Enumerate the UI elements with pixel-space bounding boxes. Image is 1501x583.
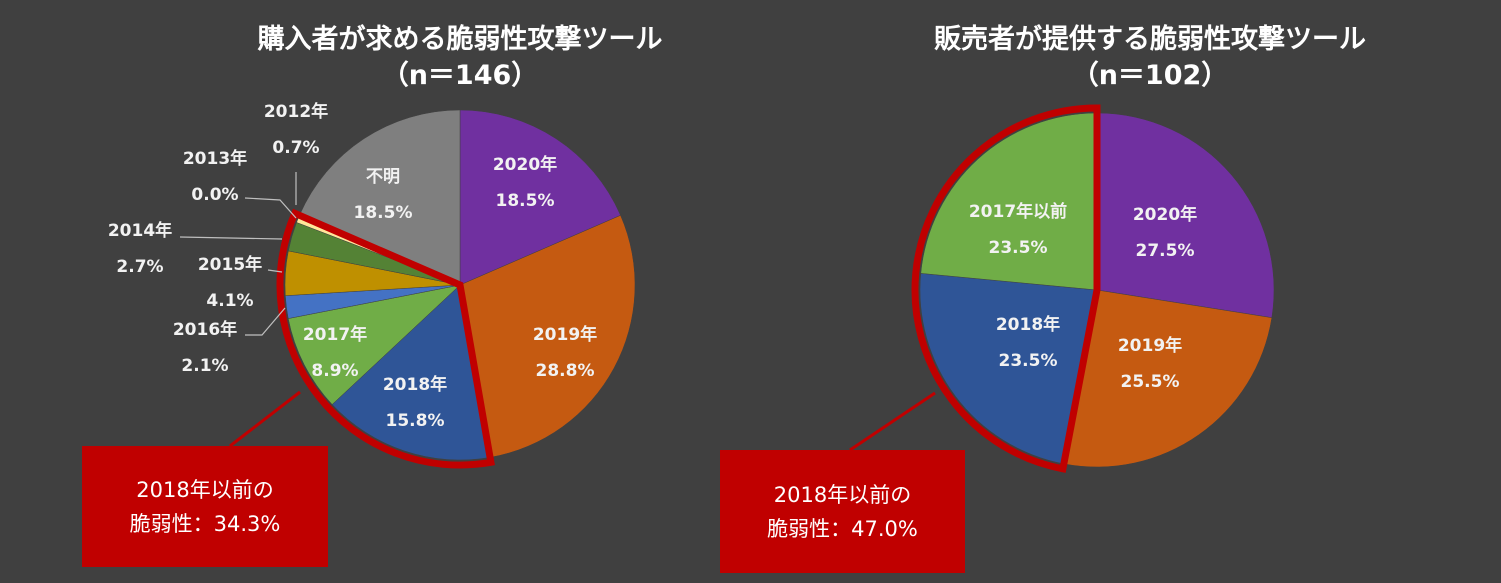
pie0-slice-9	[299, 109, 461, 286]
right-callout-line2: 脆弱性：47.0%	[767, 516, 918, 541]
pie0-label-0: 2020年	[493, 154, 557, 175]
pie1-value-label-0: 27.5%	[1136, 241, 1195, 261]
pie0-leader-line-0	[244, 197, 297, 219]
left-chart-title: 購入者が求める脆弱性攻撃ツール （n＝146）	[160, 22, 760, 94]
pie0-leader-line-4	[245, 307, 286, 336]
pie0-leader-line-3	[267, 269, 283, 273]
right-title-text: 販売者が提供する脆弱性攻撃ツール	[934, 24, 1366, 55]
pie1-label-3: 2017年以前	[969, 201, 1067, 222]
pie0-callout-line	[229, 390, 301, 448]
pie1-slice-3	[920, 112, 1098, 291]
pie1-label-0: 2020年	[1133, 204, 1197, 225]
pie0-value-label-0: 18.5%	[496, 191, 555, 211]
left-callout-line1: 2018年以前の	[136, 477, 274, 502]
pie0-label-4: 2016年	[173, 319, 237, 340]
pie0-leader-line-2	[179, 236, 283, 240]
right-chart-title: 販売者が提供する脆弱性攻撃ツール （n＝102）	[850, 22, 1450, 94]
pie1-slice-1	[1063, 289, 1273, 468]
pie0-slice-3	[287, 284, 461, 405]
right-subtitle-text: （n＝102）	[1071, 60, 1229, 91]
pie0-slice-0	[459, 109, 621, 286]
pie0-value-label-6: 2.7%	[116, 257, 163, 277]
pie1-label-2: 2018年	[996, 314, 1060, 335]
pie1-callout-line	[849, 391, 936, 452]
left-title-text: 購入者が求める脆弱性攻撃ツール	[257, 24, 663, 55]
pie0-label-5: 2015年	[198, 254, 262, 275]
pie0-label-2: 2018年	[383, 374, 447, 395]
pie0-value-label-4: 2.1%	[181, 356, 228, 376]
left-subtitle-text: （n＝146）	[381, 60, 539, 91]
pie0-value-label-2: 15.8%	[386, 411, 445, 431]
pie0-label-1: 2019年	[533, 324, 597, 345]
pie0-slice-1	[459, 214, 636, 458]
pie0-label-3: 2017年	[303, 324, 367, 345]
pie0-value-label-1: 28.8%	[536, 361, 595, 381]
left-callout-line2: 脆弱性：34.3%	[129, 511, 281, 536]
left-highlight-callout: 2018年以前の 脆弱性：34.3%	[82, 446, 328, 567]
pie0-label-8: 2012年	[264, 101, 328, 122]
pie1-value-label-1: 25.5%	[1121, 372, 1180, 392]
pie1-slice-2	[919, 273, 1098, 465]
pie0-value-label-5: 4.1%	[206, 291, 253, 311]
pie0-label-6: 2014年	[108, 220, 172, 241]
pie1-slice-0	[1096, 112, 1275, 318]
pie0-value-label-3: 8.9%	[311, 361, 358, 381]
pie0-label-7: 2013年	[183, 148, 247, 169]
pie1-value-label-2: 23.5%	[999, 351, 1058, 371]
pie0-highlight-outline	[276, 208, 495, 469]
pie0-value-label-7: 0.0%	[191, 185, 238, 205]
pie1-label-1: 2019年	[1118, 335, 1182, 356]
pie0-slice-2	[331, 284, 491, 461]
right-callout-line1: 2018年以前の	[773, 482, 912, 507]
pie0-label-9: 不明	[366, 167, 400, 187]
right-highlight-callout: 2018年以前の 脆弱性：47.0%	[720, 450, 965, 573]
pie1-highlight-outline	[911, 104, 1101, 473]
pie1-value-label-3: 23.5%	[989, 238, 1048, 258]
pie0-value-label-9: 18.5%	[354, 203, 413, 223]
pie0-value-label-8: 0.7%	[272, 138, 319, 158]
